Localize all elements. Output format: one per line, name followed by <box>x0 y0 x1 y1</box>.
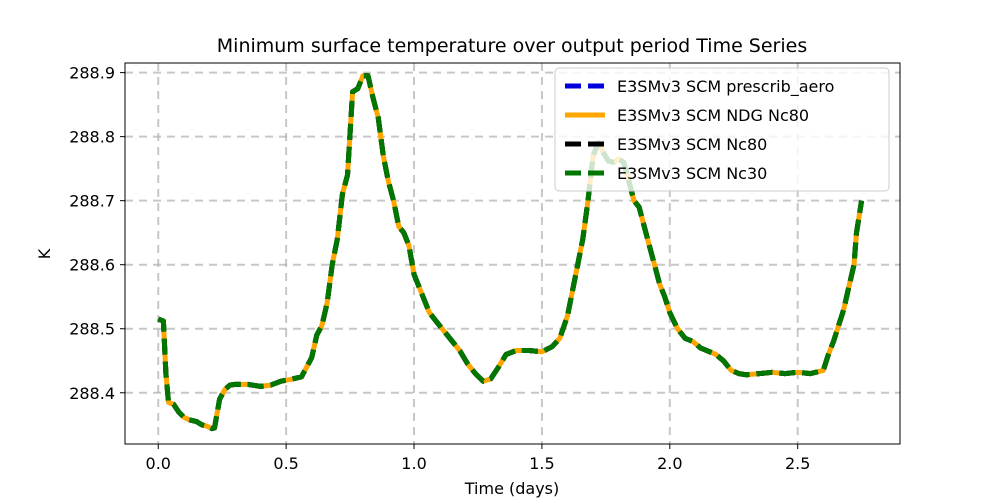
legend-label: E3SMv3 SCM Nc30 <box>617 164 767 183</box>
x-tick-label: 1.0 <box>401 454 426 473</box>
y-axis-label: K <box>35 248 54 259</box>
legend-label: E3SMv3 SCM prescrib_aero <box>617 77 834 97</box>
x-axis-ticks: 0.0 0.5 1.0 1.5 2.0 2.5 <box>146 444 810 473</box>
x-tick-label: 2.0 <box>657 454 682 473</box>
x-tick-label: 0.5 <box>273 454 298 473</box>
y-tick-label: 288.9 <box>69 64 115 83</box>
y-tick-label: 288.4 <box>69 384 115 403</box>
chart-title: Minimum surface temperature over output … <box>217 35 807 57</box>
y-tick-label: 288.5 <box>69 320 115 339</box>
y-axis-ticks: 288.4 288.5 288.6 288.7 288.8 288.9 <box>69 64 125 403</box>
y-tick-label: 288.7 <box>69 192 115 211</box>
plot-series <box>157 73 865 432</box>
x-tick-label: 2.5 <box>785 454 810 473</box>
x-tick-label: 0.0 <box>146 454 171 473</box>
legend-box <box>554 67 890 192</box>
series-line-4 <box>157 73 865 432</box>
legend-label: E3SMv3 SCM NDG Nc80 <box>617 106 809 125</box>
x-tick-label: 1.5 <box>529 454 554 473</box>
y-tick-label: 288.8 <box>69 128 115 147</box>
y-tick-label: 288.6 <box>69 256 115 275</box>
legend: E3SMv3 SCM prescrib_aero E3SMv3 SCM NDG N… <box>554 67 890 192</box>
plot-frame <box>124 62 901 445</box>
x-axis-label: Time (days) <box>464 479 560 498</box>
legend-label: E3SMv3 SCM Nc80 <box>617 135 767 154</box>
